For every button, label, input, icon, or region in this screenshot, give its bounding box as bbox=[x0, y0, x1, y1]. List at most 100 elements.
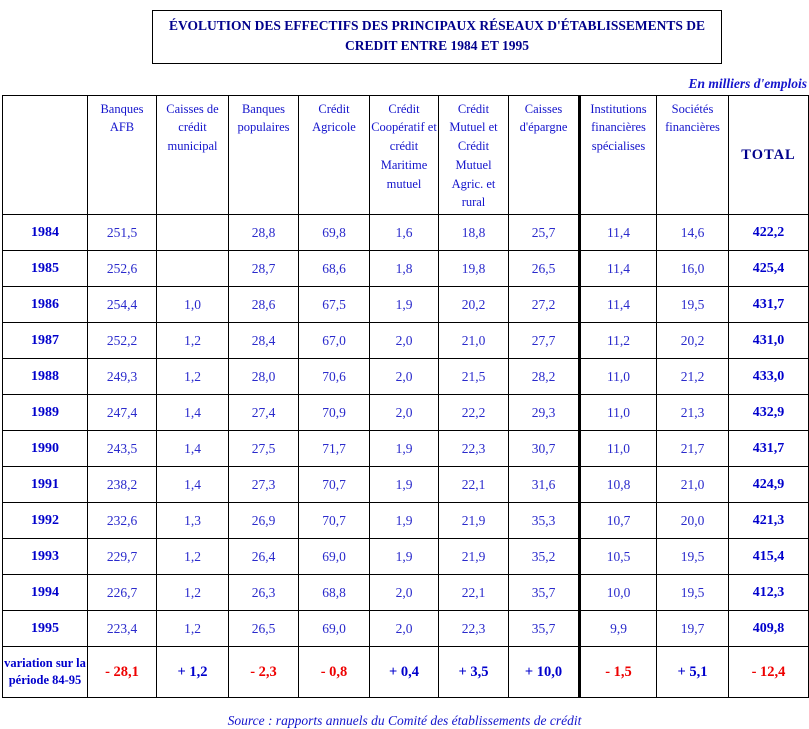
value-cell: 35,3 bbox=[508, 502, 580, 539]
table-row: 1985 252,6 28,7 68,6 1,8 19,8 26,5 11,4 16,0 425,… bbox=[2, 250, 809, 287]
year-cell: 1993 bbox=[2, 538, 88, 575]
value-cell: 27,2 bbox=[508, 286, 580, 323]
value-cell: 19,8 bbox=[438, 250, 509, 287]
table-row: 1986 254,4 1,0 28,6 67,5 1,9 20,2 27,2 11,4 19,5 4… bbox=[2, 286, 809, 323]
value-cell: 1,4 bbox=[156, 430, 229, 467]
year-cell: 1992 bbox=[2, 502, 88, 539]
value-cell: 1,2 bbox=[156, 322, 229, 359]
value-cell: 21,9 bbox=[438, 502, 509, 539]
value-cell: 21,7 bbox=[656, 430, 729, 467]
page-title-line1: ÉVOLUTION DES EFFECTIFS DES PRINCIPAUX R… bbox=[169, 18, 705, 33]
total-cell: 424,9 bbox=[728, 466, 809, 503]
value-cell: 18,8 bbox=[438, 214, 509, 251]
value-cell: 10,0 bbox=[578, 574, 657, 611]
value-cell: 70,7 bbox=[298, 502, 370, 539]
value-cell: 1,9 bbox=[369, 466, 439, 503]
variation-value: + 3,5 bbox=[438, 646, 509, 698]
value-cell: 16,0 bbox=[656, 250, 729, 287]
column-header: Banques AFB bbox=[87, 94, 157, 215]
total-cell: 425,4 bbox=[728, 250, 809, 287]
value-cell: 26,5 bbox=[508, 250, 580, 287]
year-cell: 1994 bbox=[2, 574, 88, 611]
value-cell: 2,0 bbox=[369, 358, 439, 395]
column-header: Caisses de crédit municipal bbox=[156, 94, 229, 215]
value-cell: 10,8 bbox=[578, 466, 657, 503]
value-cell: 69,0 bbox=[298, 610, 370, 647]
value-cell: 1,4 bbox=[156, 394, 229, 431]
value-cell: 28,4 bbox=[228, 322, 299, 359]
total-cell: 431,0 bbox=[728, 322, 809, 359]
value-cell: 11,2 bbox=[578, 322, 657, 359]
value-cell: 70,9 bbox=[298, 394, 370, 431]
total-cell: 422,2 bbox=[728, 214, 809, 251]
value-cell: 21,0 bbox=[438, 322, 509, 359]
variation-row: variation sur la période 84-95- 28,1 + 1,… bbox=[2, 646, 809, 698]
value-cell: 252,6 bbox=[87, 250, 157, 287]
value-cell: 26,5 bbox=[228, 610, 299, 647]
page-title: ÉVOLUTION DES EFFECTIFS DES PRINCIPAUX R… bbox=[152, 10, 722, 64]
value-cell: 27,4 bbox=[228, 394, 299, 431]
value-cell: 11,4 bbox=[578, 214, 657, 251]
value-cell: 30,7 bbox=[508, 430, 580, 467]
value-cell: 11,0 bbox=[578, 358, 657, 395]
value-cell: 68,6 bbox=[298, 250, 370, 287]
year-cell: 1989 bbox=[2, 394, 88, 431]
column-header: Caisses d'épargne bbox=[508, 94, 580, 215]
value-cell: 25,7 bbox=[508, 214, 580, 251]
value-cell: 243,5 bbox=[87, 430, 157, 467]
year-cell: 1984 bbox=[2, 214, 88, 251]
value-cell: 223,4 bbox=[87, 610, 157, 647]
value-cell: 35,7 bbox=[508, 574, 580, 611]
source-note: Source : rapports annuels du Comité des … bbox=[227, 713, 582, 728]
value-cell: 28,0 bbox=[228, 358, 299, 395]
column-header: Sociétés financières bbox=[656, 94, 729, 215]
value-cell: 1,2 bbox=[156, 574, 229, 611]
variation-value: + 5,1 bbox=[656, 646, 729, 698]
value-cell: 69,0 bbox=[298, 538, 370, 575]
total-cell: 409,8 bbox=[728, 610, 809, 647]
table-row: 1989 247,4 1,4 27,4 70,9 2,0 22,2 29,3 11,0 21,3 4… bbox=[2, 394, 809, 431]
value-cell: 11,0 bbox=[578, 394, 657, 431]
value-cell: 67,5 bbox=[298, 286, 370, 323]
value-cell: 22,1 bbox=[438, 574, 509, 611]
year-cell: 1986 bbox=[2, 286, 88, 323]
value-cell: 1,2 bbox=[156, 358, 229, 395]
value-cell: 35,7 bbox=[508, 610, 580, 647]
value-cell: 71,7 bbox=[298, 430, 370, 467]
value-cell: 27,3 bbox=[228, 466, 299, 503]
effectifs-table: Banques AFB Caisses de crédit municipal Ba… bbox=[2, 94, 809, 698]
column-header: Crédit Coopératif et crédit Maritime mut… bbox=[369, 94, 439, 215]
value-cell: 1,2 bbox=[156, 610, 229, 647]
value-cell: 2,0 bbox=[369, 574, 439, 611]
value-cell: 26,3 bbox=[228, 574, 299, 611]
value-cell: 1,4 bbox=[156, 466, 229, 503]
value-cell: 1,9 bbox=[369, 430, 439, 467]
column-header: Crédit Agricole bbox=[298, 94, 370, 215]
value-cell: 1,9 bbox=[369, 286, 439, 323]
value-cell: 27,5 bbox=[228, 430, 299, 467]
value-cell: 19,5 bbox=[656, 538, 729, 575]
table-row: 1991 238,2 1,4 27,3 70,7 1,9 22,1 31,6 10,8 21,0 4… bbox=[2, 466, 809, 503]
value-cell: 70,7 bbox=[298, 466, 370, 503]
value-cell: 2,0 bbox=[369, 394, 439, 431]
value-cell: 28,6 bbox=[228, 286, 299, 323]
column-header: TOTAL bbox=[728, 94, 809, 215]
table-row: 1984 251,5 28,8 69,8 1,6 18,8 25,7 11,4 14,6 422,… bbox=[2, 214, 809, 251]
value-cell: 67,0 bbox=[298, 322, 370, 359]
variation-value: - 28,1 bbox=[87, 646, 157, 698]
table-row: 1993 229,7 1,2 26,4 69,0 1,9 21,9 35,2 10,5 19,5 4… bbox=[2, 538, 809, 575]
value-cell: 249,3 bbox=[87, 358, 157, 395]
value-cell: 229,7 bbox=[87, 538, 157, 575]
variation-value: + 1,2 bbox=[156, 646, 229, 698]
value-cell: 21,3 bbox=[656, 394, 729, 431]
year-cell: 1987 bbox=[2, 322, 88, 359]
table-row: 1988 249,3 1,2 28,0 70,6 2,0 21,5 28,2 11,0 21,2 4… bbox=[2, 358, 809, 395]
column-header: Institutions financières spécialises bbox=[578, 94, 657, 215]
value-cell: 232,6 bbox=[87, 502, 157, 539]
value-cell: 251,5 bbox=[87, 214, 157, 251]
value-cell: 70,6 bbox=[298, 358, 370, 395]
variation-value: - 2,3 bbox=[228, 646, 299, 698]
table-row: 1994 226,7 1,2 26,3 68,8 2,0 22,1 35,7 10,0 19,5 4… bbox=[2, 574, 809, 611]
value-cell: 19,5 bbox=[656, 286, 729, 323]
value-cell: 21,0 bbox=[656, 466, 729, 503]
